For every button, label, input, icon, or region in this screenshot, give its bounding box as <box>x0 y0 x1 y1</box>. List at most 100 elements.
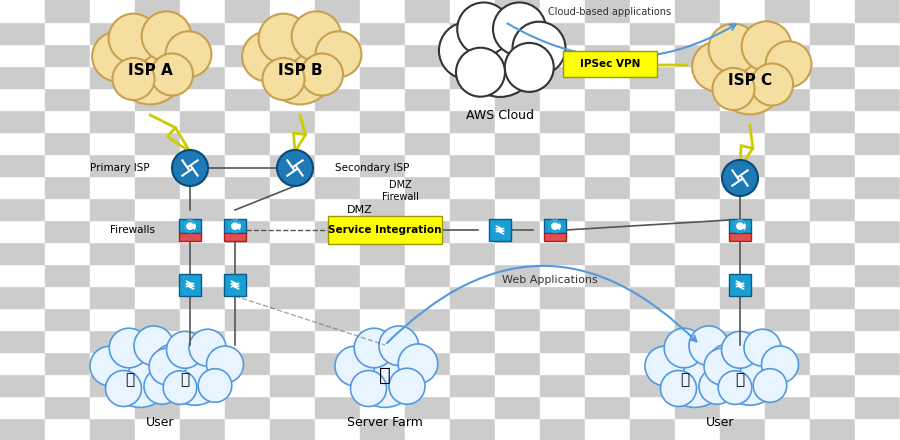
Bar <box>405 66 450 88</box>
Circle shape <box>699 368 735 404</box>
Bar <box>180 154 225 176</box>
Bar <box>270 308 315 330</box>
Text: User: User <box>706 415 734 429</box>
Bar <box>45 132 90 154</box>
Bar <box>810 308 855 330</box>
Bar <box>495 110 540 132</box>
Circle shape <box>505 43 554 92</box>
Bar <box>720 220 765 242</box>
Bar <box>45 88 90 110</box>
Bar <box>675 330 720 352</box>
Bar <box>225 44 270 66</box>
Bar <box>585 352 630 374</box>
Text: 💻: 💻 <box>125 373 135 388</box>
Bar <box>0 88 45 110</box>
Bar <box>360 330 405 352</box>
Bar <box>810 242 855 264</box>
Circle shape <box>689 326 729 366</box>
Bar <box>450 198 495 220</box>
Bar <box>585 132 630 154</box>
Bar <box>855 374 900 396</box>
Bar <box>180 22 225 44</box>
Bar <box>810 396 855 418</box>
Bar <box>855 330 900 352</box>
Bar <box>495 132 540 154</box>
Text: Firewalls: Firewalls <box>110 225 155 235</box>
Circle shape <box>151 54 193 95</box>
Circle shape <box>379 326 418 366</box>
Bar <box>585 110 630 132</box>
Bar <box>855 0 900 22</box>
Bar <box>855 396 900 418</box>
Bar <box>225 22 270 44</box>
Bar <box>765 264 810 286</box>
Bar <box>135 396 180 418</box>
Text: 💻: 💻 <box>180 373 190 388</box>
Circle shape <box>662 343 727 407</box>
Bar <box>450 88 495 110</box>
Bar <box>675 66 720 88</box>
Bar <box>90 220 135 242</box>
Bar <box>720 110 765 132</box>
Bar <box>135 308 180 330</box>
Bar <box>90 374 135 396</box>
Bar <box>225 176 270 198</box>
Bar <box>810 264 855 286</box>
Bar <box>270 374 315 396</box>
Bar <box>675 132 720 154</box>
Bar <box>810 132 855 154</box>
Bar <box>45 286 90 308</box>
Bar <box>360 132 405 154</box>
Bar <box>540 66 585 88</box>
Bar <box>225 352 270 374</box>
Bar <box>720 242 765 264</box>
Bar <box>630 286 675 308</box>
Bar <box>135 132 180 154</box>
Bar <box>495 66 540 88</box>
Bar <box>360 110 405 132</box>
FancyBboxPatch shape <box>729 274 751 296</box>
Bar <box>495 352 540 374</box>
Circle shape <box>166 331 203 368</box>
Circle shape <box>761 346 798 383</box>
Bar <box>765 22 810 44</box>
Circle shape <box>266 36 335 104</box>
Bar <box>585 286 630 308</box>
Circle shape <box>766 41 812 87</box>
Bar <box>0 220 45 242</box>
Bar <box>675 286 720 308</box>
Bar <box>315 154 360 176</box>
Bar <box>90 154 135 176</box>
Bar <box>765 132 810 154</box>
Bar <box>495 22 540 44</box>
Bar <box>135 176 180 198</box>
Bar <box>540 330 585 352</box>
Circle shape <box>353 343 418 407</box>
Bar <box>765 330 810 352</box>
Bar <box>765 418 810 440</box>
Text: Secondary ISP: Secondary ISP <box>335 163 410 173</box>
Bar <box>90 88 135 110</box>
Bar <box>540 198 585 220</box>
Bar <box>585 66 630 88</box>
Bar <box>315 0 360 22</box>
Bar <box>810 44 855 66</box>
Bar <box>225 198 270 220</box>
Bar <box>90 242 135 264</box>
Bar <box>270 330 315 352</box>
Bar <box>0 374 45 396</box>
Circle shape <box>722 331 759 368</box>
Circle shape <box>258 14 309 63</box>
Bar <box>675 44 720 66</box>
Bar <box>765 396 810 418</box>
Bar <box>720 352 765 374</box>
Circle shape <box>718 371 752 404</box>
FancyBboxPatch shape <box>224 274 246 296</box>
Bar <box>135 88 180 110</box>
Bar <box>765 352 810 374</box>
Bar <box>450 418 495 440</box>
Bar <box>0 242 45 264</box>
Bar <box>720 418 765 440</box>
Bar <box>540 110 585 132</box>
Circle shape <box>112 58 155 100</box>
